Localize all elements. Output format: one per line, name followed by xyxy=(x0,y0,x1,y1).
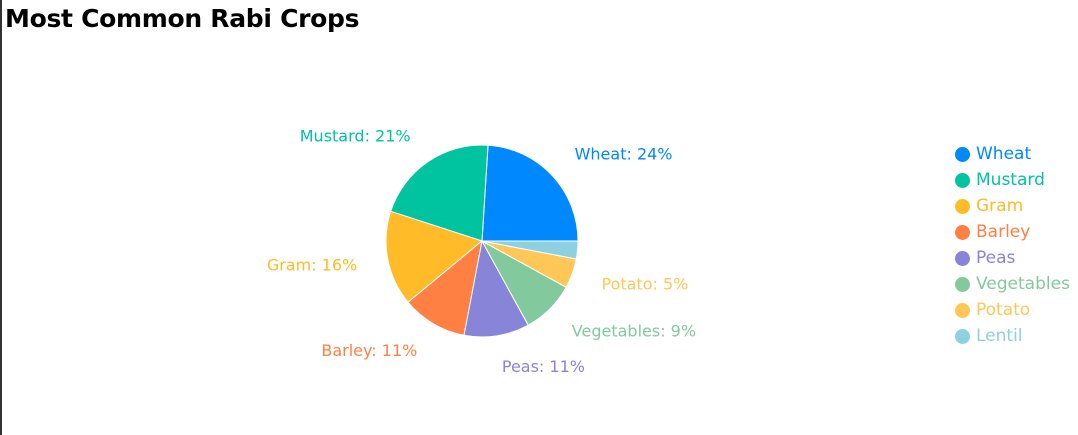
legend-label: Lentil xyxy=(976,326,1023,346)
pie-label-potato: Potato: 5% xyxy=(601,275,688,294)
left-border xyxy=(0,0,2,435)
pie-slice-barley[interactable] xyxy=(407,239,483,336)
pie-slice-lentil[interactable] xyxy=(481,240,579,260)
legend-label: Barley xyxy=(976,222,1031,242)
legend-dot-icon xyxy=(955,172,970,188)
legend-dot-icon xyxy=(955,276,970,292)
legend-item-barley[interactable]: Barley xyxy=(955,219,1070,245)
pie-slice-mustard[interactable] xyxy=(390,144,489,242)
pie-label-wheat: Wheat: 24% xyxy=(575,145,673,164)
pie-slice-wheat[interactable] xyxy=(481,144,579,242)
legend-label: Wheat xyxy=(976,144,1032,164)
legend-dot-icon xyxy=(955,328,970,344)
legend-label: Mustard xyxy=(976,170,1045,190)
legend-dot-icon xyxy=(955,302,970,318)
pie-label-barley: Barley: 11% xyxy=(321,341,417,360)
pie-slice-peas[interactable] xyxy=(463,239,529,338)
legend-item-gram[interactable]: Gram xyxy=(955,193,1070,219)
legend-item-vegetables[interactable]: Vegetables xyxy=(955,271,1070,297)
legend-dot-icon xyxy=(955,224,970,240)
legend-label: Potato xyxy=(976,300,1031,320)
legend-dot-icon xyxy=(955,146,970,162)
legend-label: Peas xyxy=(976,248,1016,268)
legend-label: Gram xyxy=(976,196,1024,216)
legend-item-wheat[interactable]: Wheat xyxy=(955,141,1070,167)
legend-item-lentil[interactable]: Lentil xyxy=(955,323,1070,349)
pie-label-gram: Gram: 16% xyxy=(267,255,357,274)
legend-item-mustard[interactable]: Mustard xyxy=(955,167,1070,193)
legend-label: Vegetables xyxy=(976,274,1070,294)
pie-slice-gram[interactable] xyxy=(385,210,484,303)
pie-label-mustard: Mustard: 21% xyxy=(300,126,411,145)
legend-dot-icon xyxy=(955,198,970,214)
pie-labels: Wheat: 24% Mustard: 21% Gram: 16% Barley: 1… xyxy=(267,126,696,375)
pie-label-peas: Peas: 11% xyxy=(502,357,585,376)
pie-label-vegetables: Vegetables: 9% xyxy=(572,321,696,340)
legend-item-potato[interactable]: Potato xyxy=(955,297,1070,323)
legend-dot-icon xyxy=(955,250,970,266)
chart-title: Most Common Rabi Crops xyxy=(5,4,360,33)
pie-slices xyxy=(385,144,579,338)
legend: Wheat Mustard Gram Barley Peas Vegetables Pota… xyxy=(955,141,1070,349)
legend-item-peas[interactable]: Peas xyxy=(955,245,1070,271)
